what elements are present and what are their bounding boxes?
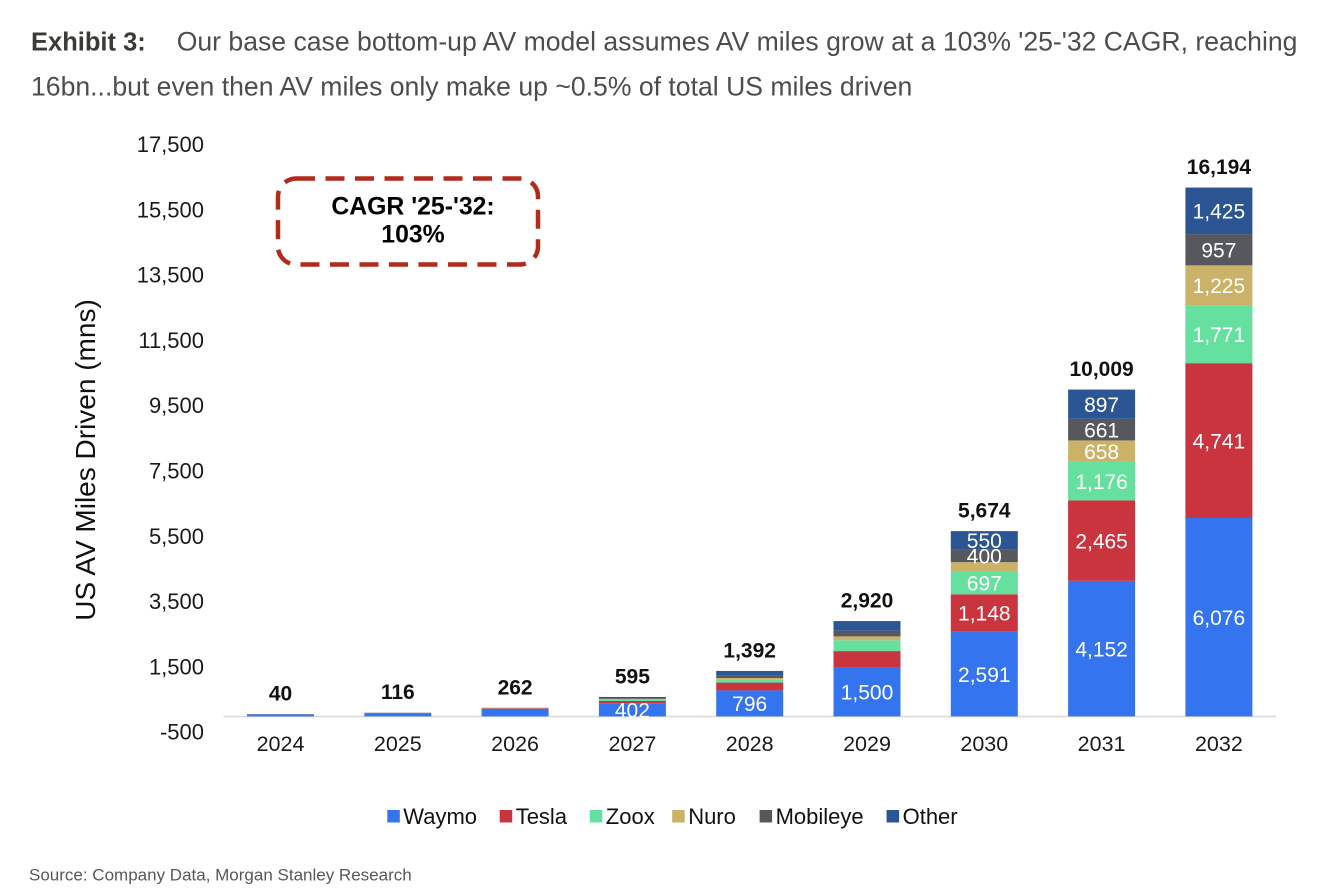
svg-text:1,392: 1,392 bbox=[723, 639, 776, 662]
svg-text:2,920: 2,920 bbox=[841, 590, 894, 613]
svg-text:Waymo: Waymo bbox=[403, 804, 477, 829]
svg-text:2027: 2027 bbox=[608, 732, 656, 756]
svg-text:6,076: 6,076 bbox=[1193, 607, 1246, 630]
svg-text:13,500: 13,500 bbox=[137, 263, 204, 288]
svg-text:Other: Other bbox=[903, 804, 958, 829]
svg-text:2026: 2026 bbox=[491, 732, 539, 756]
svg-text:Source: Company Data, Morgan S: Source: Company Data, Morgan Stanley Res… bbox=[29, 866, 412, 885]
svg-text:595: 595 bbox=[615, 666, 650, 689]
svg-text:2028: 2028 bbox=[726, 732, 774, 756]
svg-text:10,009: 10,009 bbox=[1069, 358, 1133, 381]
svg-text:9,500: 9,500 bbox=[149, 393, 204, 418]
svg-text:1,225: 1,225 bbox=[1193, 275, 1246, 298]
svg-text:2031: 2031 bbox=[1078, 732, 1126, 756]
svg-text:661: 661 bbox=[1084, 419, 1119, 442]
svg-text:2024: 2024 bbox=[257, 732, 305, 756]
svg-text:40: 40 bbox=[269, 683, 292, 706]
svg-text:11,500: 11,500 bbox=[138, 328, 204, 353]
svg-text:697: 697 bbox=[967, 573, 1002, 596]
svg-text:1,425: 1,425 bbox=[1193, 201, 1246, 224]
svg-text:2,591: 2,591 bbox=[958, 664, 1011, 687]
svg-text:16,194: 16,194 bbox=[1187, 156, 1252, 179]
svg-text:1,176: 1,176 bbox=[1075, 471, 1128, 494]
svg-text:658: 658 bbox=[1084, 441, 1119, 464]
svg-text:5,674: 5,674 bbox=[958, 500, 1011, 523]
svg-text:Tesla: Tesla bbox=[516, 804, 568, 829]
svg-text:103%: 103% bbox=[381, 221, 444, 248]
svg-text:Exhibit 3:Our base case bottom: Exhibit 3: Our base case bottom-up AV mod… bbox=[31, 26, 1297, 56]
svg-text:2029: 2029 bbox=[843, 732, 891, 756]
svg-text:1,500: 1,500 bbox=[841, 682, 894, 705]
svg-text:1,771: 1,771 bbox=[1193, 324, 1246, 347]
svg-text:1,500: 1,500 bbox=[149, 654, 204, 679]
svg-text:897: 897 bbox=[1084, 394, 1119, 417]
svg-text:116: 116 bbox=[381, 681, 415, 704]
svg-text:796: 796 bbox=[732, 693, 767, 716]
svg-text:US AV Miles Driven (mns): US AV Miles Driven (mns) bbox=[70, 299, 101, 621]
svg-text:16bn...but even then AV miles: 16bn...but even then AV miles only make … bbox=[31, 72, 912, 102]
svg-text:1,148: 1,148 bbox=[958, 603, 1011, 626]
svg-text:4,741: 4,741 bbox=[1193, 430, 1246, 453]
svg-text:17,500: 17,500 bbox=[137, 132, 204, 157]
svg-text:2025: 2025 bbox=[374, 732, 422, 756]
svg-text:4,152: 4,152 bbox=[1075, 638, 1128, 661]
svg-text:550: 550 bbox=[967, 530, 1002, 553]
svg-text:2,465: 2,465 bbox=[1075, 530, 1128, 553]
svg-text:Nuro: Nuro bbox=[688, 804, 736, 829]
svg-text:402: 402 bbox=[615, 700, 650, 723]
svg-text:957: 957 bbox=[1201, 239, 1236, 262]
svg-text:7,500: 7,500 bbox=[149, 459, 204, 484]
svg-text:5,500: 5,500 bbox=[149, 524, 204, 549]
svg-text:-500: -500 bbox=[160, 720, 204, 745]
svg-text:Zoox: Zoox bbox=[606, 804, 655, 829]
svg-text:262: 262 bbox=[498, 676, 533, 699]
svg-text:Mobileye: Mobileye bbox=[776, 804, 864, 829]
svg-text:15,500: 15,500 bbox=[137, 197, 204, 222]
svg-text:2030: 2030 bbox=[960, 732, 1008, 756]
svg-text:3,500: 3,500 bbox=[149, 589, 204, 614]
svg-text:2032: 2032 bbox=[1195, 732, 1243, 756]
svg-text:400: 400 bbox=[967, 545, 1002, 568]
svg-text:CAGR '25-'32:: CAGR '25-'32: bbox=[331, 193, 494, 220]
